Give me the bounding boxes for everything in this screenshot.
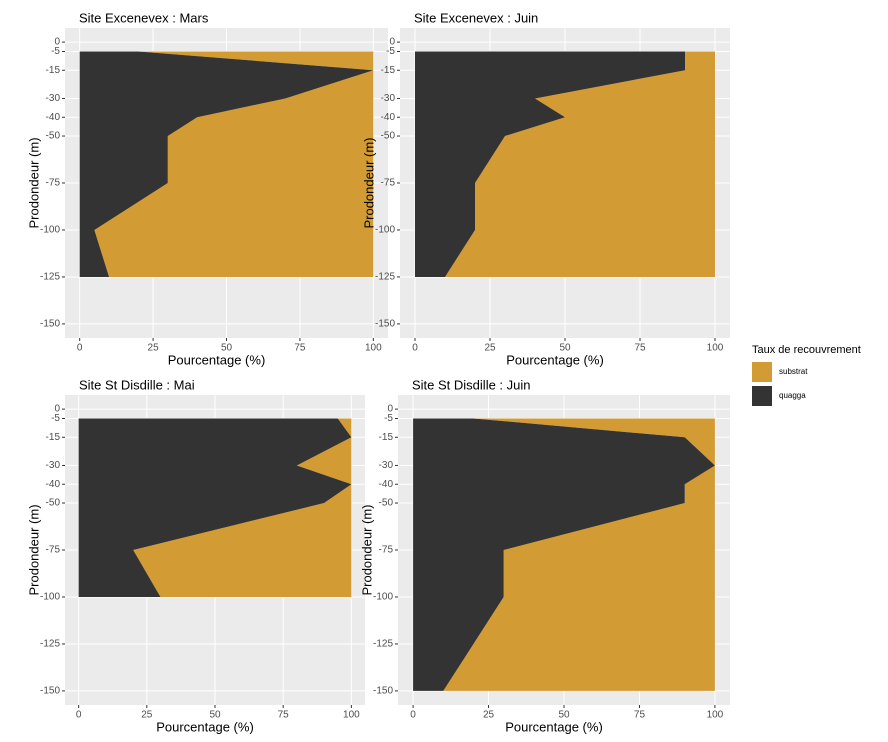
y-tick-label: -15: [379, 432, 394, 443]
chart-title: Site St Disdille : Juin: [412, 377, 531, 392]
x-tick-label: 50: [209, 710, 221, 721]
y-tick-label: 0: [54, 404, 60, 415]
substrat-area: [94, 51, 374, 277]
y-tick-label: -5: [386, 46, 395, 57]
y-tick-label: -75: [46, 545, 61, 556]
y-tick-label: -150: [40, 319, 60, 330]
y-tick-label: -50: [46, 498, 61, 509]
y-tick-label: -15: [381, 65, 396, 76]
y-axis-title: Prodondeur (m): [26, 504, 41, 595]
y-tick-label: -5: [51, 413, 60, 424]
x-tick-label: 25: [141, 710, 153, 721]
y-tick-label: -30: [379, 460, 394, 471]
substrat-area: [443, 418, 715, 691]
x-tick-label: 100: [365, 343, 382, 354]
y-tick-label: -75: [381, 178, 396, 189]
legend-label: quagga: [779, 391, 806, 400]
x-tick-label: 100: [707, 343, 724, 354]
x-tick-label: 75: [634, 343, 646, 354]
x-axis-title: Pourcentage (%): [506, 352, 604, 367]
y-tick-label: -150: [373, 686, 393, 697]
y-tick-label: 0: [54, 37, 60, 48]
y-tick-label: -125: [40, 639, 60, 650]
y-tick-label: -125: [375, 272, 395, 283]
y-tick-label: -50: [381, 131, 396, 142]
legend-label: substrat: [779, 367, 808, 376]
y-tick-label: -100: [373, 592, 393, 603]
x-tick-label: 100: [343, 710, 360, 721]
x-tick-label: 50: [558, 710, 570, 721]
x-tick-label: 25: [483, 710, 495, 721]
x-tick-label: 100: [707, 710, 724, 721]
y-tick-label: -50: [46, 131, 61, 142]
x-tick-label: 75: [294, 343, 306, 354]
y-axis-title: Prodondeur (m): [361, 137, 376, 228]
quagga-area: [79, 51, 374, 277]
x-tick-label: 75: [278, 710, 290, 721]
y-tick-label: -15: [46, 432, 61, 443]
y-tick-label: -40: [379, 479, 394, 490]
x-axis-title: Pourcentage (%): [156, 719, 254, 734]
y-tick-label: -125: [40, 272, 60, 283]
x-tick-label: 25: [484, 343, 496, 354]
y-tick-label: -40: [381, 112, 396, 123]
x-tick-label: 50: [559, 343, 571, 354]
y-tick-label: -100: [40, 225, 60, 236]
y-tick-label: -30: [46, 93, 61, 104]
y-axis-title: Prodondeur (m): [26, 137, 41, 228]
y-tick-label: -50: [379, 498, 394, 509]
y-tick-label: -30: [46, 460, 61, 471]
y-tick-label: -75: [46, 178, 61, 189]
y-tick-label: -5: [384, 413, 393, 424]
substrat-area: [133, 418, 352, 597]
y-tick-label: -100: [40, 592, 60, 603]
legend-swatch: [752, 386, 772, 406]
legend-title: Taux de recouvrement: [752, 344, 861, 356]
quagga-area: [413, 418, 715, 691]
y-tick-label: 0: [387, 404, 393, 415]
x-tick-label: 0: [76, 710, 82, 721]
y-tick-label: -150: [40, 686, 60, 697]
y-tick-label: -40: [46, 112, 61, 123]
x-tick-label: 0: [410, 710, 416, 721]
chart-title: Site Excenevex : Juin: [414, 10, 538, 25]
x-tick-label: 0: [77, 343, 83, 354]
quagga-area: [78, 418, 352, 597]
y-tick-label: -125: [373, 639, 393, 650]
y-tick-label: 0: [389, 37, 395, 48]
quagga-area: [415, 51, 685, 277]
x-tick-label: 0: [412, 343, 418, 354]
y-axis-title: Prodondeur (m): [359, 504, 374, 595]
x-tick-label: 50: [221, 343, 233, 354]
chart-title: Site St Disdille : Mai: [79, 377, 195, 392]
x-axis-title: Pourcentage (%): [168, 352, 266, 367]
y-tick-label: -15: [46, 65, 61, 76]
y-tick-label: -5: [51, 46, 60, 57]
substrat-area: [445, 51, 715, 277]
y-tick-label: -40: [46, 479, 61, 490]
chart-title: Site Excenevex : Mars: [79, 10, 209, 25]
y-tick-label: -75: [379, 545, 394, 556]
x-tick-label: 75: [634, 710, 646, 721]
legend-swatch: [752, 362, 772, 382]
x-tick-label: 25: [148, 343, 160, 354]
x-axis-title: Pourcentage (%): [505, 719, 603, 734]
y-tick-label: -150: [375, 319, 395, 330]
y-tick-label: -100: [375, 225, 395, 236]
y-tick-label: -30: [381, 93, 396, 104]
